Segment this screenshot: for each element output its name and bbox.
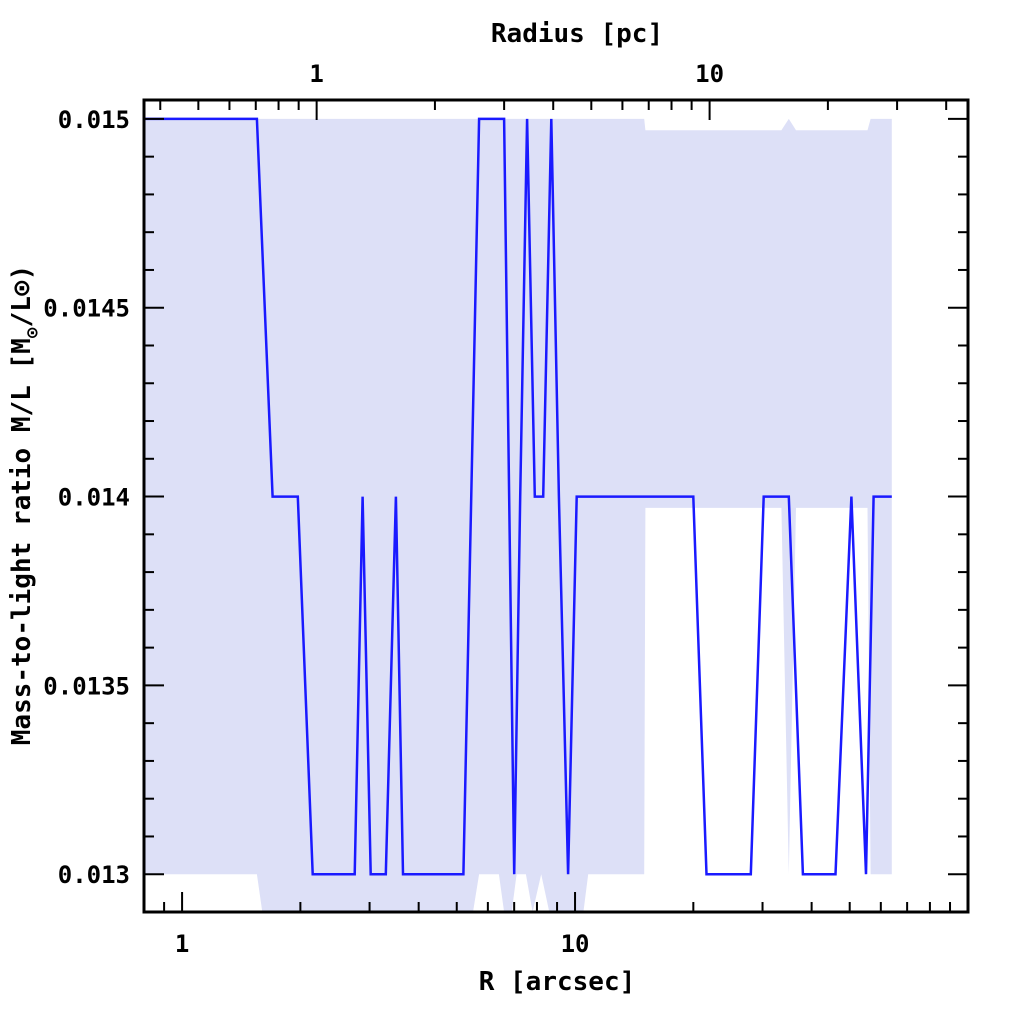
plot-frame <box>142 98 970 914</box>
y-tick-label: 0.015 <box>58 106 130 134</box>
tick-labels: 1 10 1 10 0.015 0.0145 0.014 0.0135 0.013 <box>43 60 724 958</box>
top-x-tick-label: 1 <box>309 60 323 88</box>
x-tick-label: 10 <box>561 930 590 958</box>
uncertainty-band-area <box>144 118 892 912</box>
uncertainty-band <box>144 118 892 912</box>
top-axis-title: Radius [pc] <box>491 19 663 49</box>
y-axis-title-sub: ⊙ <box>22 327 43 338</box>
series-line-group <box>144 117 892 876</box>
series-line <box>144 117 892 876</box>
y-axis-title-main: Mass-to-light ratio M/L [M <box>7 338 37 745</box>
y-axis-title: Mass-to-light ratio M/L [M⊙/L⊙) <box>7 265 43 745</box>
x-tick-label: 1 <box>175 930 189 958</box>
tick-marks <box>143 100 969 913</box>
x-axis-title: R [arcsec] <box>479 967 636 997</box>
y-axis-title-tail: /L⊙) <box>7 265 37 328</box>
y-tick-label: 0.014 <box>58 484 130 512</box>
y-tick-label: 0.0145 <box>43 295 130 323</box>
top-x-tick-label: 10 <box>695 60 724 88</box>
axes-frame <box>142 98 970 914</box>
y-tick-label: 0.013 <box>58 861 130 889</box>
y-tick-label: 0.0135 <box>43 672 130 700</box>
